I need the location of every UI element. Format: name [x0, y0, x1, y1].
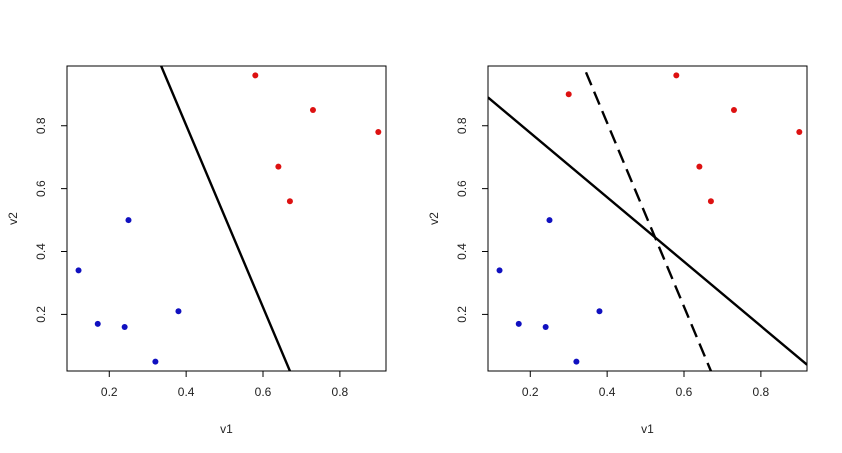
solid-separator-line — [160, 66, 292, 371]
y-tick-label: 0.4 — [34, 243, 48, 260]
chart-panel-1: 0.2 0.4 0.6 0.8 0.2 0.4 0.6 0.8 v1 v2 — [6, 65, 387, 436]
y-tick-label: 0.6 — [34, 180, 48, 197]
blue-data-point — [75, 267, 82, 274]
x-tick-label: 0.8 — [332, 385, 349, 399]
red-data-point — [252, 72, 259, 79]
red-data-point — [730, 107, 737, 114]
plot-frame — [66, 65, 387, 372]
chart-panel-2: 0.2 0.4 0.6 0.8 0.2 0.4 0.6 0.8 v1 v2 — [427, 65, 808, 436]
red-data-point — [707, 198, 714, 205]
red-data-point — [796, 129, 803, 136]
solid-separator-line — [488, 96, 807, 366]
separator-lines — [160, 66, 292, 371]
blue-data-point — [175, 308, 182, 315]
x-tick-label: 0.4 — [178, 385, 195, 399]
y-tick-label: 0.4 — [455, 243, 469, 260]
blue-data-point — [515, 320, 522, 327]
x-tick-label: 0.6 — [676, 385, 693, 399]
red-data-point — [673, 72, 680, 79]
red-data-point — [275, 163, 282, 170]
red-data-point — [696, 163, 703, 170]
x-axis-title: v1 — [220, 422, 233, 436]
red-data-point — [565, 91, 572, 98]
blue-data-point — [152, 358, 159, 365]
x-axis-title: v1 — [641, 422, 654, 436]
x-tick-label: 0.8 — [753, 385, 770, 399]
blue-data-point — [121, 323, 128, 330]
red-data-point — [286, 198, 293, 205]
plot-frame — [487, 65, 808, 372]
blue-data-point — [125, 217, 132, 224]
blue-data-point — [542, 323, 549, 330]
x-tick-label: 0.2 — [522, 385, 539, 399]
y-axis-title: v2 — [427, 212, 441, 225]
x-tick-label: 0.6 — [255, 385, 272, 399]
y-tick-label: 0.6 — [455, 180, 469, 197]
separator-lines — [488, 71, 807, 371]
blue-data-point — [546, 217, 553, 224]
red-data-point — [309, 107, 316, 114]
blue-data-point — [94, 320, 101, 327]
blue-data-point — [573, 358, 580, 365]
blue-data-point — [496, 267, 503, 274]
dashed-separator-line — [584, 71, 713, 371]
x-tick-label: 0.4 — [599, 385, 616, 399]
y-tick-label: 0.8 — [34, 117, 48, 134]
y-tick-label: 0.2 — [455, 306, 469, 323]
y-tick-label: 0.8 — [455, 117, 469, 134]
y-axis-title: v2 — [6, 212, 20, 225]
blue-data-point — [596, 308, 603, 315]
y-tick-label: 0.2 — [34, 306, 48, 323]
x-tick-label: 0.2 — [101, 385, 118, 399]
red-data-point — [375, 129, 382, 136]
